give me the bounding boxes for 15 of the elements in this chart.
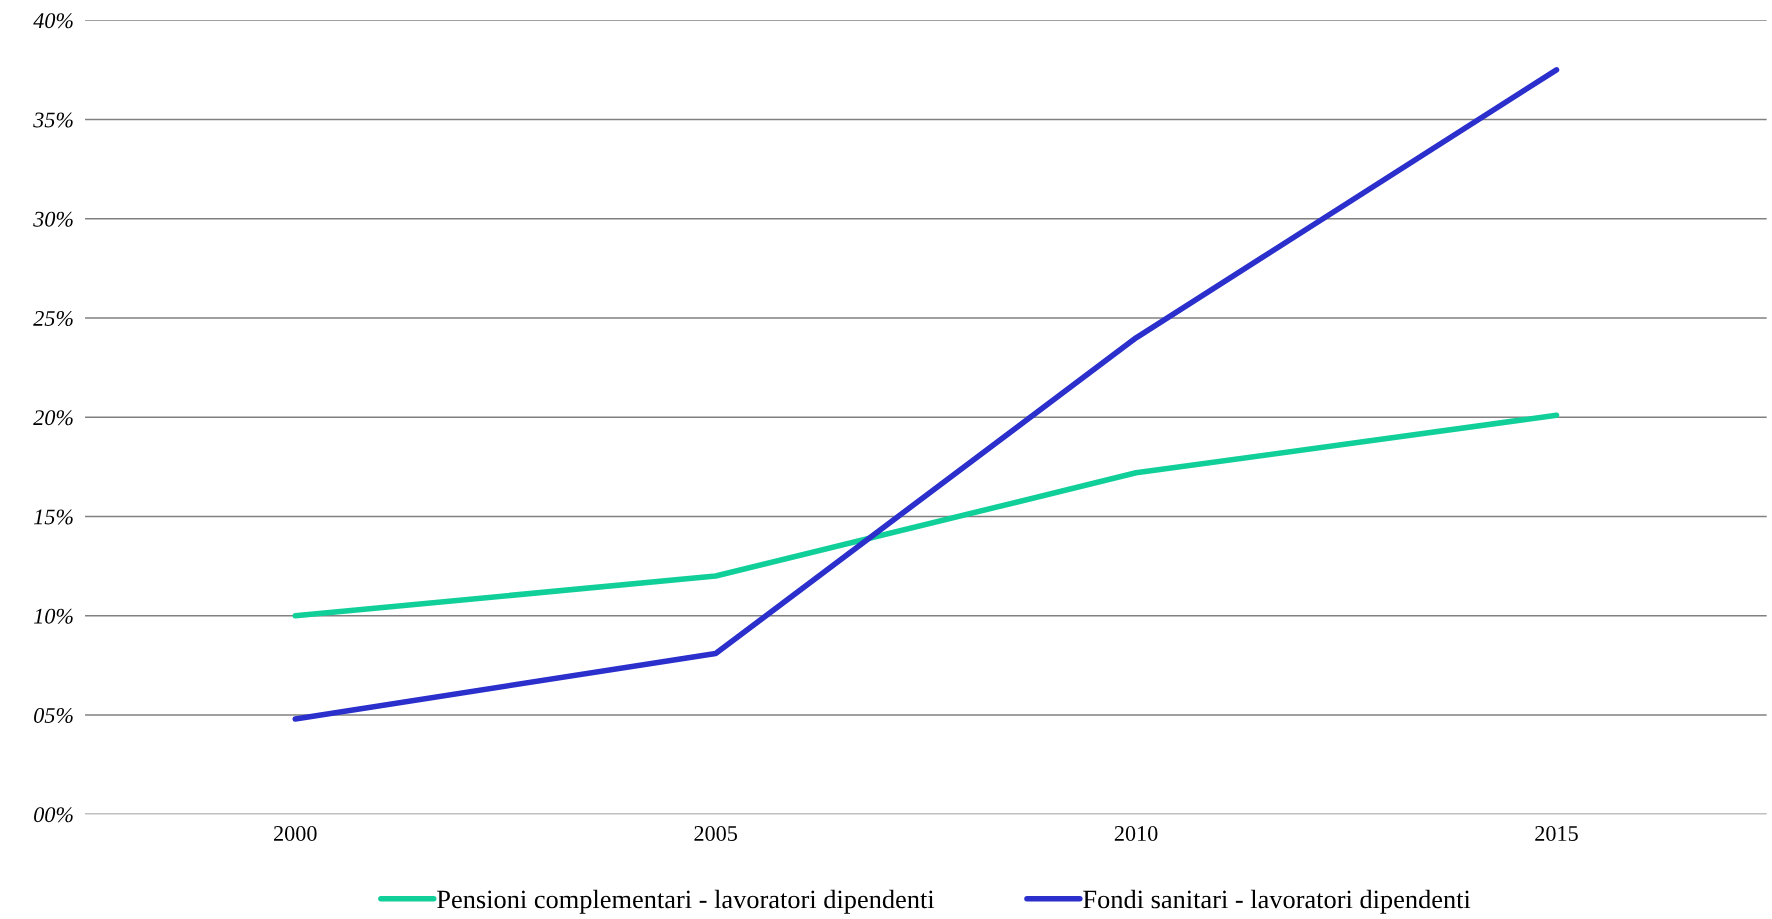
x-tick-label: 2010: [1114, 825, 1158, 841]
y-tick-label: 35%: [33, 112, 73, 128]
x-tick-label: 2005: [694, 825, 738, 841]
y-tick-label: 30%: [33, 211, 73, 227]
y-tick-label: 05%: [34, 707, 73, 723]
y-tick-label: 40%: [33, 13, 73, 29]
y-tick-label: 10%: [34, 608, 73, 624]
y-tick-label: 25%: [33, 310, 73, 326]
y-tick-label: 20%: [33, 410, 73, 426]
legend-label: Pensioni complementari - lavoratori dipendenti: [437, 889, 935, 914]
y-tick-label: 15%: [34, 509, 73, 525]
x-tick-label: 2000: [274, 825, 317, 841]
y-tick-label: 00%: [34, 807, 73, 823]
x-tick-label: 2015: [1535, 825, 1578, 841]
legend-label: Fondi sanitari - lavoratori dipendenti: [1083, 889, 1471, 914]
